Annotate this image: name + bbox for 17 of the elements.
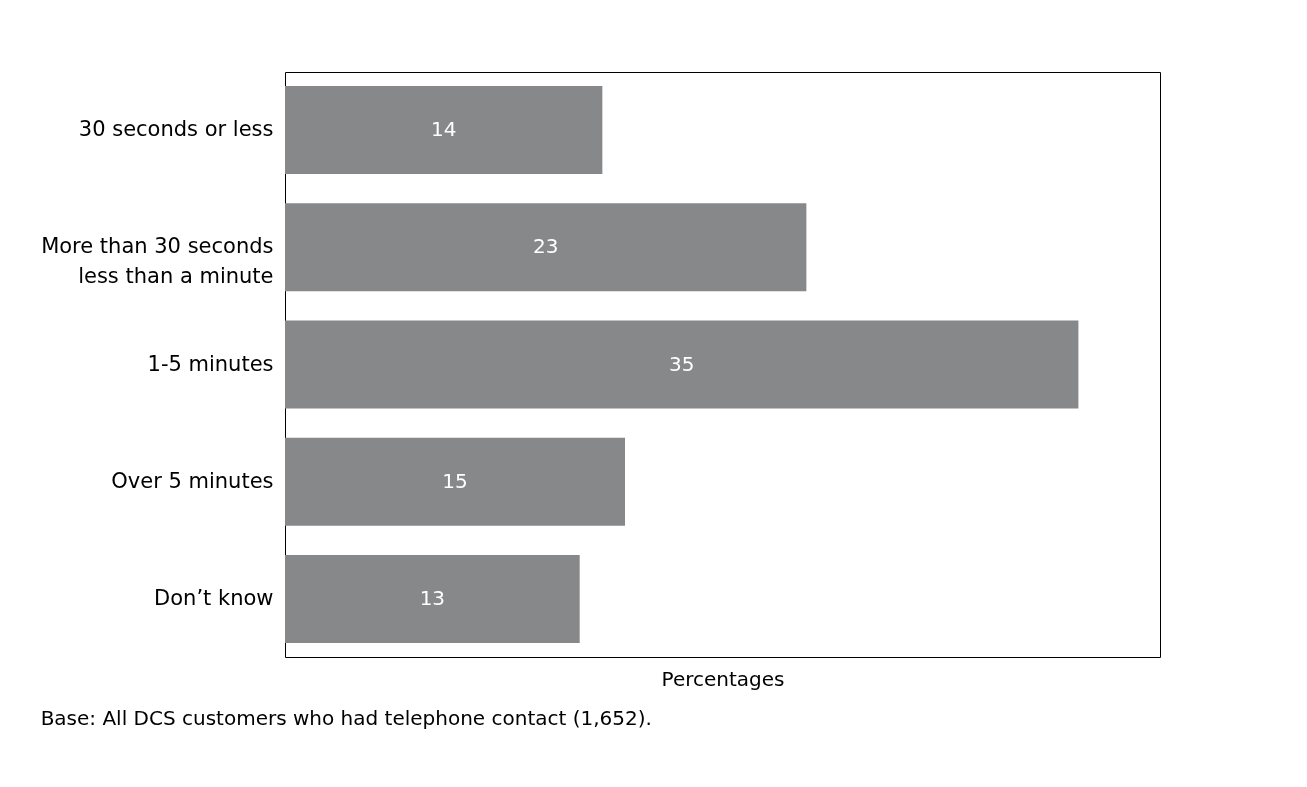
data-label: 23 (532, 234, 559, 259)
bar (285, 320, 1079, 409)
data-label: 14 (430, 117, 457, 142)
y-tick-label: Don’t know (154, 585, 274, 610)
y-tick-label: 1-5 minutes (147, 351, 274, 376)
y-tick-label: 30 seconds or less (78, 117, 274, 142)
bar (285, 555, 580, 643)
data-label: 35 (668, 351, 695, 376)
data-label: 13 (419, 585, 446, 610)
y-tick-label: Over 5 minutes (111, 468, 274, 493)
text: Base: All DCS customers who had telephone contact (1,652). (40, 706, 652, 730)
bar (285, 86, 603, 174)
x-axis-title: Percentages (661, 666, 785, 691)
bar (285, 437, 626, 526)
bar (285, 203, 807, 292)
data-label: 15 (442, 468, 468, 493)
y-tick-label: More than 30 seconds less than a minute (41, 234, 274, 289)
